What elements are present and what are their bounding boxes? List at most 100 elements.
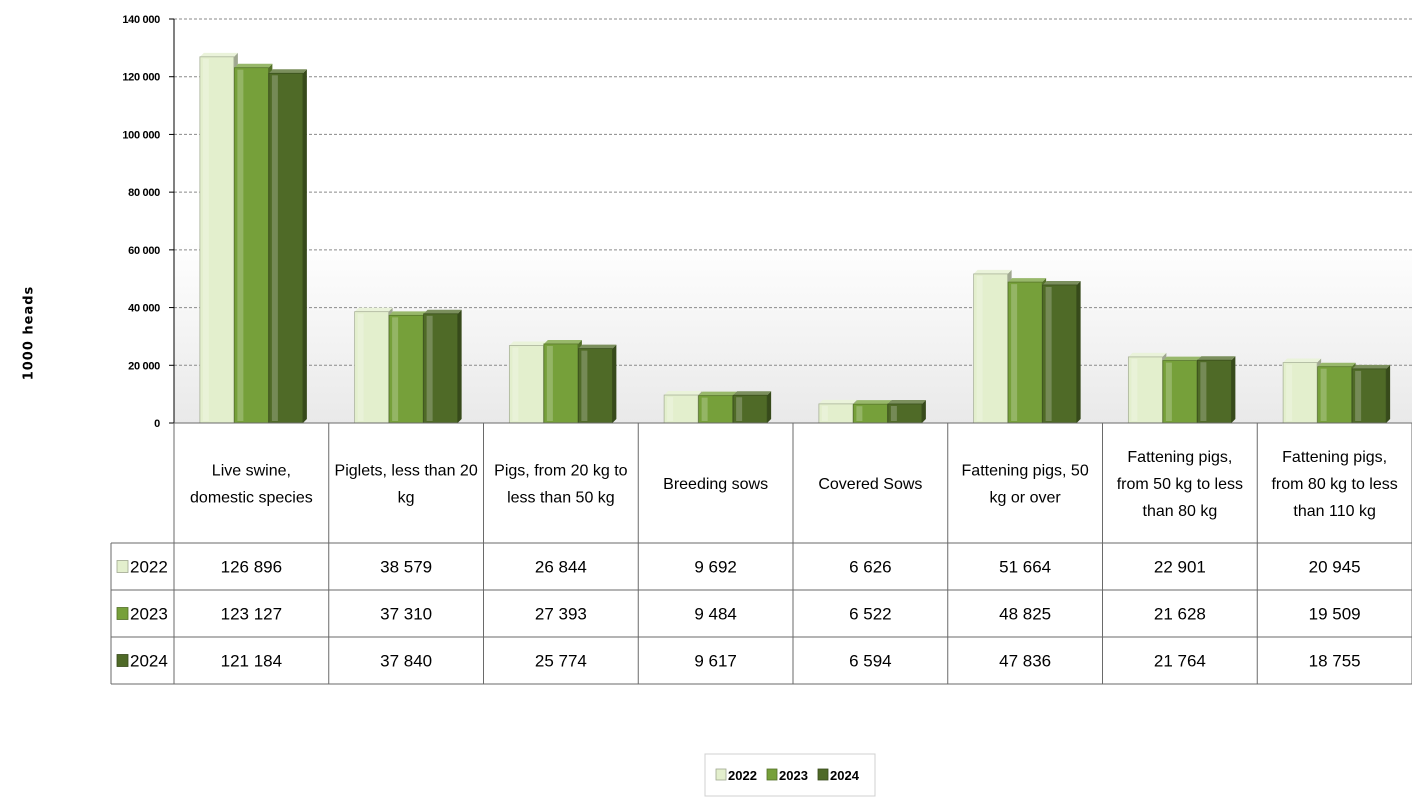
category-label-5: Fattening pigs, 50 bbox=[962, 463, 1089, 480]
bar-2024-3 bbox=[732, 391, 772, 424]
bar-top bbox=[887, 399, 926, 404]
bar-highlight bbox=[1355, 370, 1362, 421]
bar-2023-4 bbox=[852, 400, 892, 424]
cell-2023-1: 37 310 bbox=[380, 605, 432, 624]
row-label-2022: 2022 bbox=[130, 558, 168, 577]
bar-top bbox=[1128, 352, 1167, 357]
legend: 2022 2023 2024 bbox=[704, 753, 876, 797]
bar-2023-6 bbox=[1162, 356, 1201, 424]
bar-highlight bbox=[512, 347, 519, 421]
bar-top bbox=[1042, 280, 1081, 285]
category-label-0: domestic species bbox=[190, 490, 313, 507]
bar-top bbox=[1162, 356, 1201, 361]
bar-highlight bbox=[426, 315, 433, 421]
bar-highlight bbox=[890, 405, 897, 421]
category-label-3: Breeding sows bbox=[663, 476, 768, 493]
bar-highlight bbox=[1320, 368, 1327, 421]
category-label-1: kg bbox=[398, 490, 415, 507]
bar-highlight bbox=[1286, 364, 1293, 421]
bar-top bbox=[733, 391, 772, 396]
bar-2022-7 bbox=[1282, 358, 1322, 424]
bar-highlight bbox=[546, 345, 553, 421]
cell-2022-0: 126 896 bbox=[221, 558, 282, 577]
category-label-2: less than 50 kg bbox=[507, 490, 615, 507]
bar-highlight bbox=[667, 397, 674, 421]
cell-2022-4: 6 626 bbox=[849, 558, 892, 577]
cell-2024-4: 6 594 bbox=[849, 652, 892, 671]
bar-2022-6 bbox=[1127, 352, 1167, 424]
category-label-0: Live swine, bbox=[212, 463, 291, 480]
row-key-2023 bbox=[116, 607, 129, 620]
bar-2022-4 bbox=[818, 399, 857, 424]
category-label-6: than 80 kg bbox=[1143, 503, 1218, 520]
y-tick-label: 20 000 bbox=[128, 360, 160, 372]
bar-front bbox=[732, 394, 768, 424]
bar-side bbox=[457, 309, 462, 423]
bar-2024-6 bbox=[1196, 356, 1236, 424]
cell-2024-5: 47 836 bbox=[999, 652, 1051, 671]
bar-front bbox=[543, 343, 579, 424]
bar-front bbox=[698, 395, 734, 424]
bar-highlight bbox=[202, 58, 209, 422]
category-label-7: than 110 kg bbox=[1293, 503, 1375, 520]
bar-top bbox=[268, 69, 307, 74]
bar-top bbox=[578, 344, 617, 349]
cell-2023-3: 9 484 bbox=[694, 605, 737, 624]
bar-side bbox=[612, 344, 617, 423]
bar-top bbox=[199, 52, 238, 57]
bar-top bbox=[509, 341, 548, 346]
bar-front bbox=[199, 56, 235, 424]
bar-top bbox=[354, 307, 393, 312]
bar-front bbox=[973, 273, 1009, 424]
legend-label-2022: 2022 bbox=[728, 768, 757, 783]
cell-2023-4: 6 522 bbox=[849, 605, 892, 624]
bar-2023-5 bbox=[1007, 278, 1047, 424]
cell-2024-0: 121 184 bbox=[221, 652, 282, 671]
bar-side bbox=[1231, 356, 1236, 423]
bar-top bbox=[543, 339, 582, 344]
bar-front bbox=[1127, 356, 1163, 424]
cell-2024-6: 21 764 bbox=[1154, 652, 1206, 671]
y-tick-label: 40 000 bbox=[128, 303, 160, 315]
row-label-2023: 2023 bbox=[130, 605, 168, 624]
cell-2024-1: 37 840 bbox=[380, 652, 432, 671]
bar-front bbox=[1351, 368, 1387, 424]
bar-top bbox=[698, 391, 737, 396]
bar-side bbox=[1386, 364, 1391, 423]
bar-highlight bbox=[1131, 358, 1138, 421]
bar-top bbox=[423, 309, 462, 314]
legend-box bbox=[704, 753, 876, 797]
bar-2023-0 bbox=[233, 63, 273, 424]
bar-top bbox=[1008, 278, 1047, 283]
bar-highlight bbox=[701, 397, 708, 421]
cell-2024-3: 9 617 bbox=[694, 652, 737, 671]
y-tick-label: 80 000 bbox=[128, 187, 160, 199]
bar-front bbox=[1162, 360, 1198, 424]
bar-front bbox=[354, 311, 390, 424]
bar-top bbox=[1197, 356, 1236, 361]
bar-front bbox=[1317, 366, 1353, 424]
bar-top bbox=[818, 399, 857, 404]
bar-front bbox=[577, 348, 613, 424]
bar-2023-1 bbox=[388, 311, 428, 424]
y-tick-label: 100 000 bbox=[122, 129, 160, 141]
cell-2022-7: 20 945 bbox=[1309, 558, 1361, 577]
legend-label-2024: 2024 bbox=[830, 768, 860, 783]
bar-top bbox=[1352, 364, 1391, 369]
bar-2024-2 bbox=[577, 344, 617, 424]
bar-highlight bbox=[357, 313, 364, 421]
legend-swatch-2023 bbox=[766, 768, 778, 781]
cell-2022-2: 26 844 bbox=[535, 558, 587, 577]
row-label-2024: 2024 bbox=[130, 652, 168, 671]
category-label-2: Pigs, from 20 kg to bbox=[494, 463, 627, 480]
bar-front bbox=[233, 67, 269, 424]
bar-front bbox=[1042, 284, 1078, 424]
cell-2022-5: 51 664 bbox=[999, 558, 1051, 577]
bar-front bbox=[268, 72, 304, 424]
bar-top bbox=[389, 311, 428, 316]
legend-label-2023: 2023 bbox=[779, 768, 808, 783]
bar-top bbox=[1283, 358, 1322, 363]
bar-highlight bbox=[736, 397, 743, 421]
y-tick-label: 60 000 bbox=[128, 245, 160, 257]
